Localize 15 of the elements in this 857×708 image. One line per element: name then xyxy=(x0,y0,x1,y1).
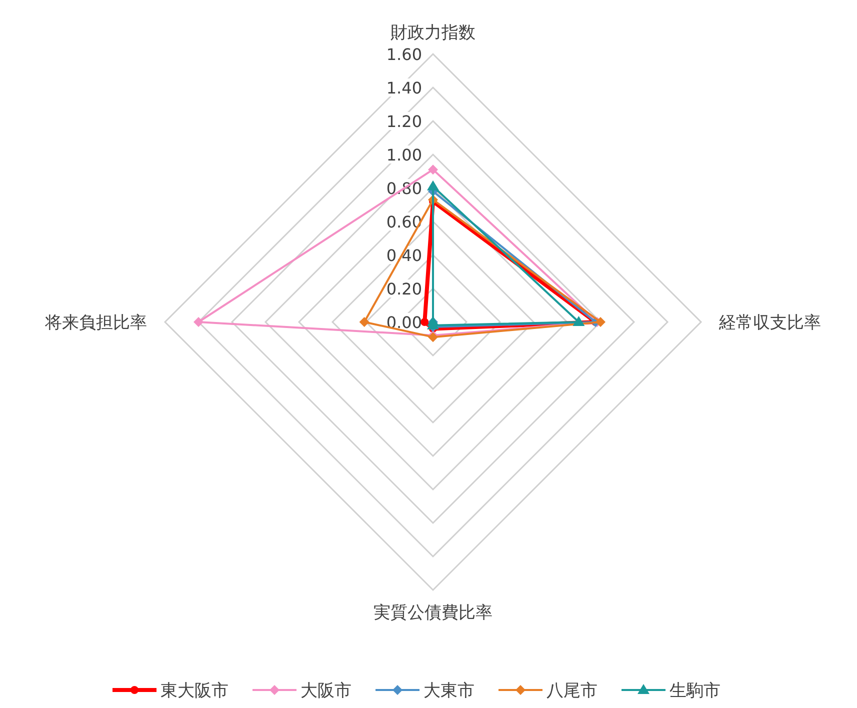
y-tick-label: 1.00 xyxy=(386,146,422,164)
legend-label: 八尾市 xyxy=(546,681,598,701)
y-tick-label: 0.20 xyxy=(386,280,422,298)
y-tick-label: 1.20 xyxy=(386,112,422,131)
y-tick-label: 1.60 xyxy=(386,45,422,64)
legend-label: 大東市 xyxy=(424,681,474,701)
spoke-label: 経常収支比率 xyxy=(718,313,821,333)
spoke-label: 財政力指数 xyxy=(390,23,476,43)
y-tick-label: 0.00 xyxy=(386,313,422,332)
legend-label: 東大阪市 xyxy=(160,681,228,701)
y-tick-label: 1.40 xyxy=(386,78,422,98)
legend-label: 生駒市 xyxy=(670,681,720,701)
spoke-label: 将来負担比率 xyxy=(44,313,147,333)
spoke-label: 実質公債費比率 xyxy=(374,603,492,623)
legend-label: 大阪市 xyxy=(300,681,352,701)
